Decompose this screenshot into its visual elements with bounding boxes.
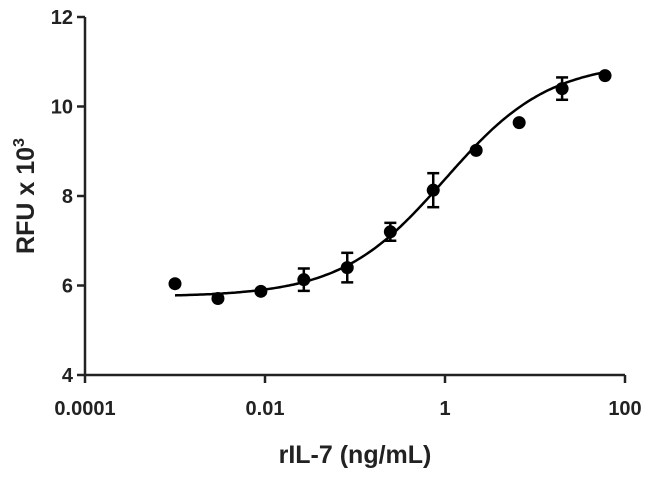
y-tick-label: 12 [51, 7, 73, 29]
y-tick-label: 6 [62, 276, 73, 298]
data-point [512, 116, 526, 130]
data-point [555, 82, 569, 96]
y-axis-label: RFU x 103 [11, 138, 40, 254]
x-tick-label: 0.0001 [54, 398, 115, 420]
data-point [340, 261, 354, 275]
data-point [598, 69, 612, 83]
x-tick-label: 100 [608, 398, 641, 420]
data-point [383, 225, 397, 239]
data-point [426, 183, 440, 197]
y-tick-label: 8 [62, 186, 73, 208]
data-point [168, 277, 182, 291]
data-point [211, 291, 225, 305]
x-tick-label: 1 [439, 398, 450, 420]
x-tick-label: 0.01 [246, 398, 285, 420]
data-point [469, 143, 483, 157]
fit-curve [174, 70, 606, 297]
y-tick-label: 4 [62, 365, 74, 387]
x-axis-label: rIL-7 (ng/mL) [279, 441, 432, 469]
y-tick-label: 10 [51, 97, 73, 119]
data-point [297, 273, 311, 287]
data-point [254, 284, 268, 298]
